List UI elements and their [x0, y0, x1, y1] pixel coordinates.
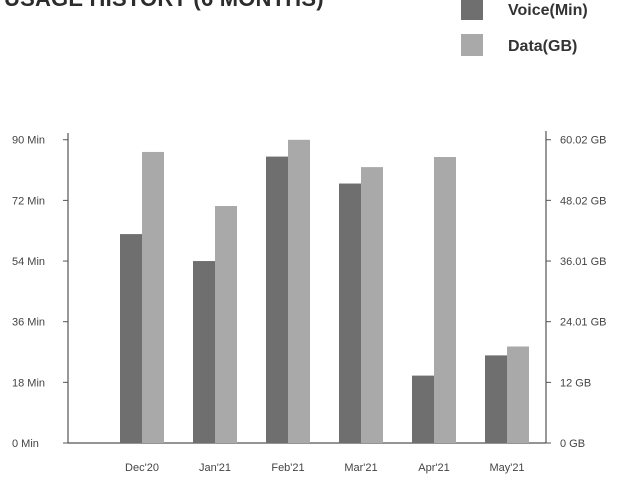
legend-swatch [461, 0, 483, 20]
right-y-tick-label: 0 GB [560, 438, 585, 450]
x-tick-label: Jan'21 [199, 462, 231, 474]
bar-voice [485, 355, 507, 443]
legend-swatch [461, 34, 483, 56]
left-y-tick-label: 0 Min [12, 438, 39, 450]
x-tick-label: May'21 [489, 462, 524, 474]
chart-legend: Voice(Min) Data(GB) [461, 0, 588, 56]
right-y-tick-label: 36.01 GB [560, 256, 606, 268]
bar-voice [266, 156, 288, 443]
bar-data [215, 206, 237, 443]
bar-data [142, 151, 164, 443]
x-tick-label: Dec'20 [125, 462, 159, 474]
right-y-tick-label: 48.02 GB [560, 195, 606, 207]
bar-voice [193, 261, 215, 443]
bar-data [507, 346, 529, 443]
bar-data [288, 139, 310, 443]
x-tick-label: Feb'21 [271, 462, 304, 474]
bar-voice [120, 234, 142, 443]
chart-bars: Dec'20 Jan'21 Feb'21 Mar'21 Apr'21 May'21 [120, 139, 529, 474]
left-y-tick-label: 90 Min [12, 135, 45, 147]
bar-data [361, 167, 383, 443]
x-tick-label: Apr'21 [418, 462, 449, 474]
right-y-tick-label: 24.01 GB [560, 317, 606, 329]
x-tick-label: Mar'21 [344, 462, 377, 474]
chart-axes: 0 Min 18 Min 36 Min 54 Min 72 Min 90 Min 0 GB 1… [12, 131, 606, 450]
bar-voice [412, 375, 434, 443]
right-y-tick-label: 60.02 GB [560, 135, 606, 147]
left-y-tick-label: 18 Min [12, 377, 45, 389]
chart-title: USAGE HISTORY (6 MONTHS) [4, 0, 324, 12]
legend-label: Voice(Min) [508, 2, 588, 19]
left-y-tick-label: 54 Min [12, 256, 45, 268]
left-y-tick-label: 36 Min [12, 317, 45, 329]
bar-voice [339, 183, 361, 444]
bar-data [434, 157, 456, 443]
right-y-tick-label: 12 GB [560, 377, 591, 389]
left-y-tick-label: 72 Min [12, 195, 45, 207]
legend-label: Data(GB) [508, 38, 577, 55]
